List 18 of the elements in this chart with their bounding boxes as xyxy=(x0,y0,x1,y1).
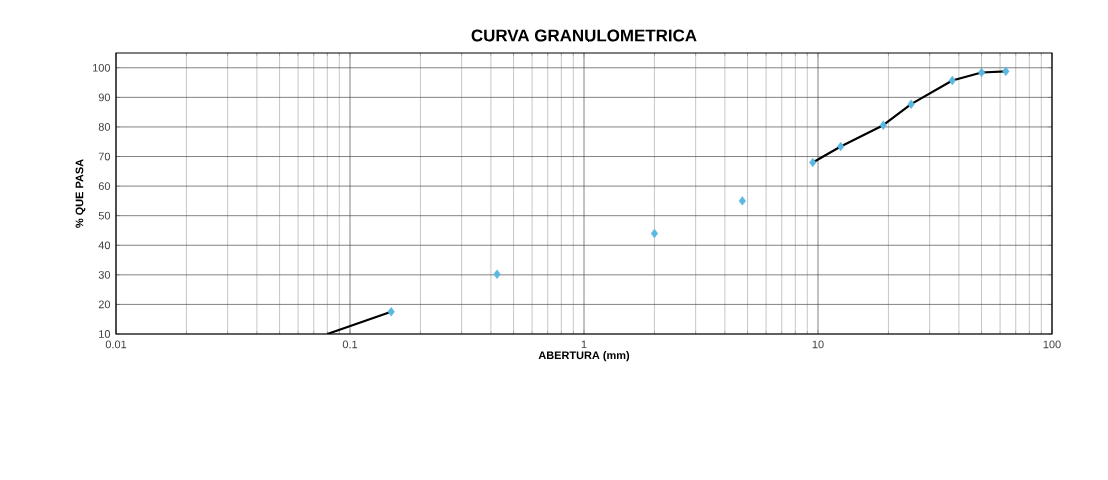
x-tick-label: 10 xyxy=(812,340,824,349)
y-tick-label: 80 xyxy=(98,123,111,131)
x-tick-label: 100 xyxy=(1043,340,1061,349)
y-tick-label: 70 xyxy=(98,152,111,161)
y-tick-label: 40 xyxy=(98,241,111,250)
x-axis-title: ABERTURA (mm) xyxy=(538,351,630,362)
y-tick-label: 20 xyxy=(98,300,111,309)
y-tick-label: 30 xyxy=(98,270,111,279)
y-tick-label: 90 xyxy=(98,93,111,102)
x-tick-label: 0.1 xyxy=(342,340,358,349)
y-tick-label: 60 xyxy=(98,182,111,190)
y-axis-title: % QUE PASA xyxy=(75,159,86,228)
x-tick-label: 0.01 xyxy=(105,340,127,349)
chart-title: CURVA GRANULOMETRICA xyxy=(471,29,697,42)
y-tick-label: 10 xyxy=(99,330,111,338)
y-tick-label: 100 xyxy=(93,63,111,72)
y-tick-label: 50 xyxy=(98,211,111,220)
x-tick-label: 1 xyxy=(581,340,587,349)
